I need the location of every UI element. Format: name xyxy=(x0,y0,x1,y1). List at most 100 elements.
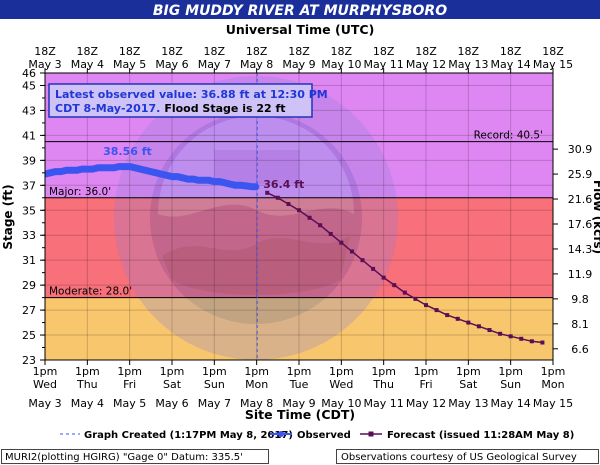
observed-point xyxy=(243,183,249,189)
utc-tick-hour: 18Z xyxy=(119,45,141,58)
y-axis-title: Stage (ft) xyxy=(1,184,15,249)
utc-tick-hour: 18Z xyxy=(373,45,395,58)
forecast-point xyxy=(265,190,270,195)
y-tick-label: 45 xyxy=(22,79,36,92)
site-tick-day: Sun xyxy=(204,378,225,391)
legend-observed-label: Observed xyxy=(297,430,351,441)
gridlines xyxy=(45,73,553,360)
site-tick-hour: 1pm xyxy=(287,365,312,378)
flow-tick-label: 17.6 xyxy=(568,218,593,231)
forecast-point xyxy=(339,240,344,245)
forecast-point xyxy=(318,223,323,228)
site-tick-hour: 1pm xyxy=(371,365,396,378)
observed-point xyxy=(253,184,259,190)
observed-point xyxy=(179,175,186,181)
threshold-label: Record: 40.5' xyxy=(474,130,543,142)
legend-forecast-label: Forecast (issued 11:28AM May 8) xyxy=(387,430,574,441)
utc-tick-date: May 6 xyxy=(155,58,188,71)
utc-tick-hour: 18Z xyxy=(458,45,480,58)
site-tick-hour: 1pm xyxy=(498,365,523,378)
site-tick-date: May 5 xyxy=(113,397,146,410)
site-tick-hour: 1pm xyxy=(541,365,566,378)
utc-tick-hour: 18Z xyxy=(542,45,564,58)
forecast-point xyxy=(476,324,481,329)
utc-tick-hour: 18Z xyxy=(204,45,226,58)
data-annotations: 38.56 ft 36.4 ft xyxy=(103,145,304,191)
site-tick-day: Mon xyxy=(245,378,268,391)
site-tick-day: Fri xyxy=(419,378,432,391)
flow-axis: 6.6 8.1 9.8 11.9 14.3 17.6 21.6 25.9 30.9 xyxy=(553,143,592,356)
forecast-point xyxy=(466,320,471,325)
observed-point xyxy=(217,178,223,185)
site-tick-day: Sat xyxy=(163,378,182,391)
utc-tick-hour: 18Z xyxy=(246,45,268,58)
observed-point xyxy=(52,168,59,175)
observed-point xyxy=(132,165,138,171)
legend-forecast-marker xyxy=(368,431,374,437)
observed-point xyxy=(201,177,207,183)
observed-point xyxy=(100,165,106,171)
utc-tick-date: May 5 xyxy=(113,58,146,71)
site-tick-date: May 4 xyxy=(71,397,104,410)
observed-point xyxy=(190,176,196,182)
y-tick-label: 39 xyxy=(22,154,36,167)
utc-tick-date: May 15 xyxy=(533,58,573,71)
datum-text: MURI2(plotting HGIRG) "Gage 0" Datum: 33… xyxy=(5,452,243,463)
observed-point xyxy=(63,167,69,173)
forecast-point xyxy=(360,258,365,263)
utc-tick-hour: 18Z xyxy=(415,45,437,58)
observed-point xyxy=(90,166,96,172)
site-tick-date: May 13 xyxy=(448,397,488,410)
site-tick-hour: 1pm xyxy=(456,365,481,378)
site-tick-hour: 1pm xyxy=(329,365,354,378)
flow-tick-label: 30.9 xyxy=(568,143,593,156)
utc-tick-hour: 18Z xyxy=(331,45,353,58)
observed-point xyxy=(142,167,149,173)
credit-text: Observations courtesy of US Geological S… xyxy=(341,452,577,463)
forecast-point xyxy=(328,231,333,236)
site-tick-date: May 6 xyxy=(155,397,188,410)
forecast-point xyxy=(402,290,407,295)
site-tick-date: May 8 xyxy=(240,397,273,410)
forecast-point xyxy=(540,340,545,345)
forecast-point xyxy=(519,336,524,341)
site-tick-date: May 9 xyxy=(282,397,315,410)
y-tick-label: 37 xyxy=(22,179,36,192)
threshold-lines: Record: 40.5' Major: 36.0' Moderate: 28.0' xyxy=(45,130,553,299)
observed-point xyxy=(232,182,239,188)
observed-point xyxy=(79,166,85,172)
y-tick-label: 31 xyxy=(22,254,36,267)
site-tick-hour: 1pm xyxy=(202,365,227,378)
forecast-point xyxy=(297,208,301,213)
latest-observation-text: Latest observed value: 36.88 ft at 12:30… xyxy=(55,88,328,101)
forecast-point xyxy=(371,266,376,271)
observed-point xyxy=(116,163,122,170)
threshold-label: Major: 36.0' xyxy=(49,186,111,198)
flow-tick-label: 21.6 xyxy=(568,193,593,206)
y-tick-label: 29 xyxy=(22,279,36,292)
utc-tick-date: May 4 xyxy=(71,58,104,71)
data-series xyxy=(45,163,545,345)
observed-point xyxy=(164,172,170,178)
observed-point xyxy=(248,183,254,190)
site-tick-day: Sat xyxy=(459,378,478,391)
utc-tick-date: May 8 xyxy=(240,58,273,71)
top-axis-title: Universal Time (UTC) xyxy=(226,22,375,37)
legend-created-label: Graph Created (1:17PM May 8, 2017) xyxy=(84,430,293,441)
chart-title: BIG MUDDY RIVER AT MURPHYSBORO xyxy=(153,3,447,19)
observed-point xyxy=(95,165,101,171)
site-tick-date: May 3 xyxy=(28,397,61,410)
site-tick-date: May 7 xyxy=(198,397,231,410)
observed-point xyxy=(74,167,80,173)
utc-tick-date: May 14 xyxy=(491,58,531,71)
observed-point xyxy=(158,171,165,177)
forecast-point xyxy=(529,339,534,344)
legend-observed-marker xyxy=(278,431,284,437)
forecast-point xyxy=(349,249,354,254)
utc-tick-hour: 18Z xyxy=(288,45,310,58)
site-tick-hour: 1pm xyxy=(75,365,100,378)
